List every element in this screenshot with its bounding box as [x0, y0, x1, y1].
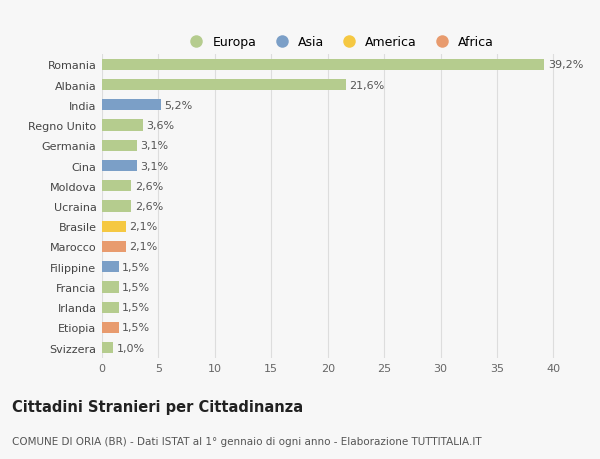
Bar: [102, 161, 137, 172]
Text: 21,6%: 21,6%: [349, 80, 385, 90]
Text: 2,6%: 2,6%: [135, 181, 163, 191]
Text: 3,6%: 3,6%: [146, 121, 174, 131]
Text: 5,2%: 5,2%: [164, 101, 193, 111]
Text: 39,2%: 39,2%: [548, 60, 583, 70]
Text: 2,1%: 2,1%: [129, 222, 157, 232]
Text: 1,0%: 1,0%: [116, 343, 145, 353]
Text: 3,1%: 3,1%: [140, 161, 169, 171]
Bar: [102, 100, 161, 111]
Text: 2,1%: 2,1%: [129, 242, 157, 252]
Text: 1,5%: 1,5%: [122, 323, 151, 333]
Bar: [102, 201, 131, 212]
Bar: [102, 241, 126, 252]
Bar: [102, 221, 126, 232]
Text: 1,5%: 1,5%: [122, 302, 151, 313]
Text: 1,5%: 1,5%: [122, 262, 151, 272]
Text: 1,5%: 1,5%: [122, 282, 151, 292]
Legend: Europa, Asia, America, Africa: Europa, Asia, America, Africa: [179, 31, 499, 54]
Bar: [102, 140, 137, 151]
Bar: [102, 282, 119, 293]
Text: 3,1%: 3,1%: [140, 141, 169, 151]
Bar: [102, 80, 346, 91]
Bar: [102, 302, 119, 313]
Bar: [102, 262, 119, 273]
Bar: [102, 342, 113, 353]
Bar: [102, 181, 131, 192]
Text: COMUNE DI ORIA (BR) - Dati ISTAT al 1° gennaio di ogni anno - Elaborazione TUTTI: COMUNE DI ORIA (BR) - Dati ISTAT al 1° g…: [12, 436, 482, 446]
Bar: [102, 120, 143, 131]
Text: 2,6%: 2,6%: [135, 202, 163, 212]
Bar: [102, 60, 544, 71]
Bar: [102, 322, 119, 333]
Text: Cittadini Stranieri per Cittadinanza: Cittadini Stranieri per Cittadinanza: [12, 399, 303, 414]
